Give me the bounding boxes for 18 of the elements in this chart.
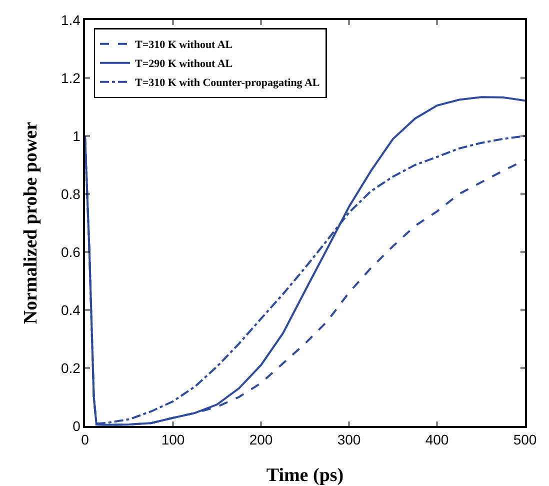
y-tick-label: 0 bbox=[72, 418, 81, 434]
x-tick-label: 400 bbox=[425, 432, 449, 448]
x-tick-label: 100 bbox=[161, 432, 185, 448]
y-tick-label: 0.8 bbox=[60, 186, 81, 202]
y-tick-label: 0.2 bbox=[60, 360, 81, 376]
y-tick-label: 1.2 bbox=[60, 70, 81, 86]
y-tick-label: 1.4 bbox=[60, 12, 81, 28]
y-tick-label: 0.6 bbox=[60, 244, 81, 260]
y-tick-label: 0.4 bbox=[60, 302, 81, 318]
y-tick-label: 1 bbox=[72, 128, 81, 144]
legend-label: T=290 K without AL bbox=[135, 58, 233, 70]
legend-label: T=310 K without AL bbox=[135, 39, 233, 52]
y-axis-title: Normalized probe power bbox=[20, 121, 42, 324]
x-tick-label: 200 bbox=[249, 432, 273, 448]
x-tick-label: 500 bbox=[513, 432, 537, 448]
legend-label: T=310 K with Counter-propagating AL bbox=[135, 77, 320, 90]
x-tick-label: 300 bbox=[337, 432, 361, 448]
x-axis-title: Time (ps) bbox=[266, 465, 344, 486]
